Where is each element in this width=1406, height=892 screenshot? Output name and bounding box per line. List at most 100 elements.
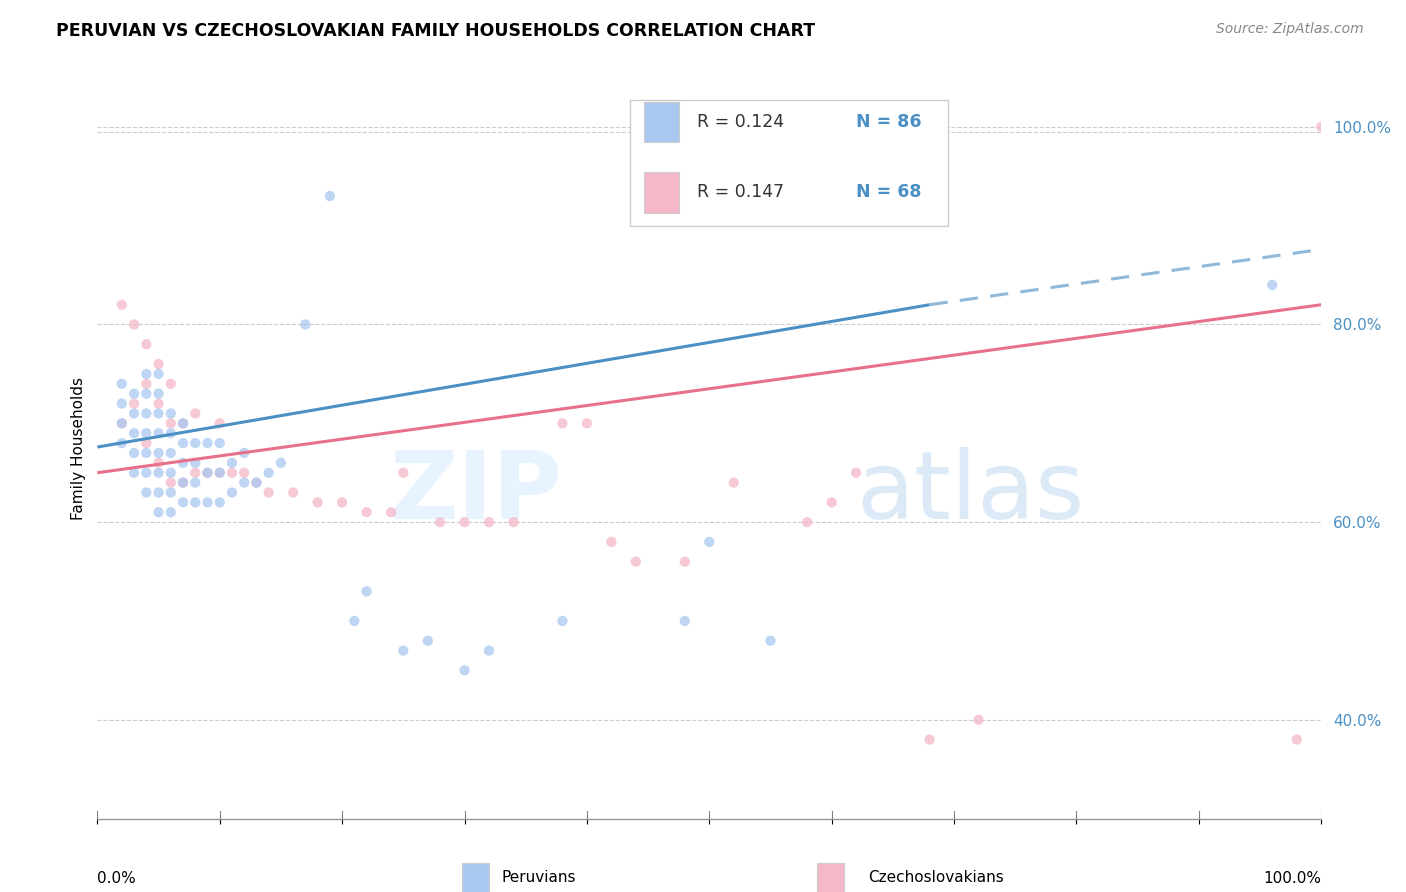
Point: [111, 298, 134, 312]
Text: ZIP: ZIP: [389, 447, 562, 539]
Text: R = 0.147: R = 0.147: [697, 184, 785, 202]
Point: [845, 466, 868, 480]
Point: [148, 357, 170, 371]
Point: [673, 614, 696, 628]
Point: [380, 505, 402, 519]
Point: [135, 386, 157, 401]
Point: [307, 495, 329, 509]
Point: [159, 485, 181, 500]
Point: [453, 664, 475, 678]
Point: [148, 426, 170, 441]
Point: [172, 417, 194, 431]
Point: [172, 417, 194, 431]
Point: [148, 505, 170, 519]
Point: [197, 495, 219, 509]
Point: [184, 466, 207, 480]
Point: [159, 426, 181, 441]
Point: [172, 475, 194, 490]
Point: [575, 417, 598, 431]
Point: [233, 466, 256, 480]
Point: [697, 535, 720, 549]
Point: [245, 475, 267, 490]
Point: [172, 436, 194, 450]
Point: [148, 485, 170, 500]
Point: [1285, 732, 1308, 747]
Point: [600, 535, 623, 549]
Point: [257, 485, 280, 500]
Point: [135, 466, 157, 480]
Point: [159, 446, 181, 460]
Point: [159, 417, 181, 431]
Point: [135, 337, 157, 351]
Point: [148, 367, 170, 381]
Bar: [817, 863, 844, 892]
Point: [392, 643, 415, 657]
Point: [356, 505, 378, 519]
Point: [148, 386, 170, 401]
Point: [208, 417, 231, 431]
Point: [135, 376, 157, 391]
Point: [111, 436, 134, 450]
Bar: [644, 102, 679, 143]
Point: [221, 456, 243, 470]
Point: [257, 466, 280, 480]
Point: [283, 485, 305, 500]
Point: [429, 515, 451, 529]
Point: [478, 643, 501, 657]
Point: [172, 475, 194, 490]
Point: [208, 495, 231, 509]
Point: [356, 584, 378, 599]
Point: [148, 396, 170, 410]
Point: [343, 614, 366, 628]
Point: [111, 417, 134, 431]
Point: [184, 406, 207, 420]
Point: [122, 466, 145, 480]
Point: [135, 426, 157, 441]
Point: [135, 367, 157, 381]
Point: [148, 466, 170, 480]
Point: [233, 446, 256, 460]
Bar: [644, 172, 679, 212]
Point: [122, 406, 145, 420]
Point: [294, 318, 316, 332]
Point: [159, 505, 181, 519]
Point: [673, 555, 696, 569]
Point: [759, 633, 782, 648]
Point: [551, 417, 574, 431]
Text: Peruvians: Peruvians: [501, 871, 575, 886]
Point: [221, 485, 243, 500]
Point: [197, 466, 219, 480]
Point: [135, 446, 157, 460]
Text: Source: ZipAtlas.com: Source: ZipAtlas.com: [1216, 22, 1364, 37]
Point: [208, 466, 231, 480]
Text: PERUVIAN VS CZECHOSLOVAKIAN FAMILY HOUSEHOLDS CORRELATION CHART: PERUVIAN VS CZECHOSLOVAKIAN FAMILY HOUSE…: [56, 22, 815, 40]
Point: [135, 436, 157, 450]
Point: [453, 515, 475, 529]
Point: [159, 406, 181, 420]
Y-axis label: Family Households: Family Households: [72, 376, 86, 519]
Point: [159, 466, 181, 480]
Point: [330, 495, 353, 509]
Point: [502, 515, 524, 529]
Point: [197, 466, 219, 480]
Point: [796, 515, 818, 529]
Point: [967, 713, 990, 727]
Text: N = 68: N = 68: [856, 184, 922, 202]
Point: [159, 376, 181, 391]
Point: [122, 446, 145, 460]
Point: [478, 515, 501, 529]
Point: [111, 396, 134, 410]
Point: [821, 495, 844, 509]
Point: [245, 475, 267, 490]
Point: [148, 446, 170, 460]
Point: [159, 475, 181, 490]
Point: [135, 485, 157, 500]
Text: N = 86: N = 86: [856, 113, 922, 131]
Point: [208, 466, 231, 480]
Point: [551, 614, 574, 628]
Point: [148, 456, 170, 470]
Point: [918, 732, 941, 747]
Point: [1310, 120, 1333, 134]
Point: [122, 396, 145, 410]
Text: R = 0.124: R = 0.124: [697, 113, 785, 131]
